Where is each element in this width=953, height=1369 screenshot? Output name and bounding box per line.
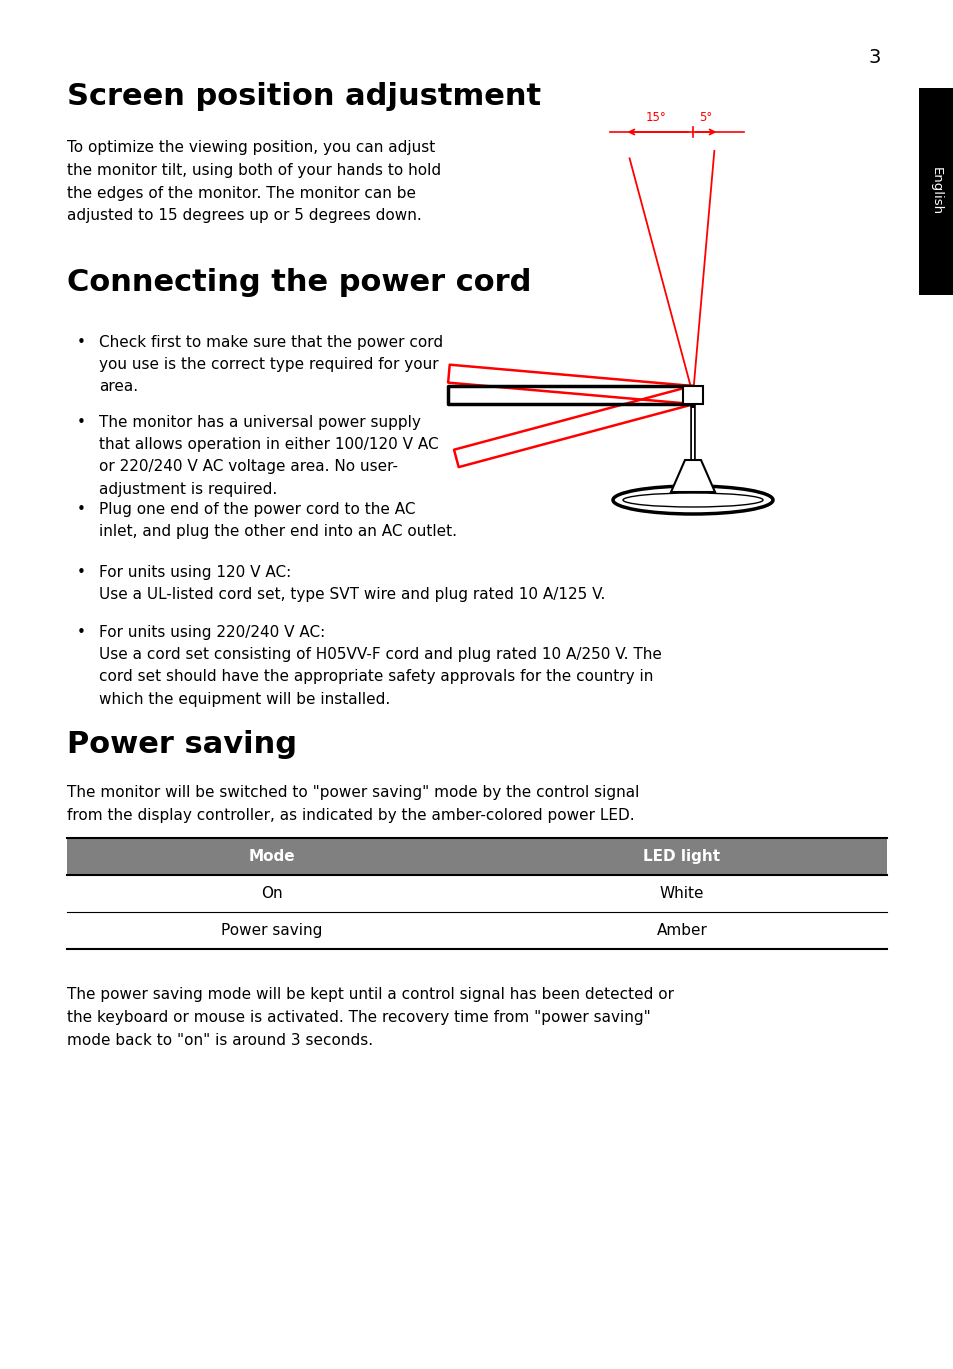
Text: The monitor will be switched to "power saving" mode by the control signal
from t: The monitor will be switched to "power s… (67, 784, 639, 823)
Text: •: • (77, 502, 86, 517)
Text: Plug one end of the power cord to the AC
inlet, and plug the other end into an A: Plug one end of the power cord to the AC… (99, 502, 456, 539)
Text: Power saving: Power saving (67, 730, 296, 758)
Text: •: • (77, 415, 86, 430)
Ellipse shape (613, 486, 772, 513)
Text: For units using 220/240 V AC:
Use a cord set consisting of H05VV-F cord and plug: For units using 220/240 V AC: Use a cord… (99, 626, 661, 706)
Polygon shape (670, 460, 714, 491)
Text: White: White (659, 886, 703, 901)
Text: English: English (929, 167, 942, 215)
Bar (682, 386, 702, 404)
Text: 15°: 15° (645, 111, 666, 125)
Text: To optimize the viewing position, you can adjust
the monitor tilt, using both of: To optimize the viewing position, you ca… (67, 140, 440, 223)
Text: LED light: LED light (642, 849, 720, 864)
Bar (67, 838, 886, 875)
Text: Screen position adjustment: Screen position adjustment (67, 82, 540, 111)
Text: Connecting the power cord: Connecting the power cord (67, 268, 531, 297)
Text: For units using 120 V AC:
Use a UL-listed cord set, type SVT wire and plug rated: For units using 120 V AC: Use a UL-liste… (99, 565, 605, 602)
Text: 5°: 5° (699, 111, 712, 125)
Text: On: On (261, 886, 282, 901)
Text: Mode: Mode (249, 849, 295, 864)
Text: 3: 3 (868, 48, 881, 67)
Text: •: • (77, 565, 86, 580)
Text: The monitor has a universal power supply
that allows operation in either 100/120: The monitor has a universal power supply… (99, 415, 438, 497)
Text: The power saving mode will be kept until a control signal has been detected or
t: The power saving mode will be kept until… (67, 987, 673, 1047)
Text: Amber: Amber (656, 923, 707, 938)
Bar (918, 88, 953, 294)
Text: •: • (77, 626, 86, 639)
Text: •: • (77, 335, 86, 350)
Text: Power saving: Power saving (221, 923, 322, 938)
Text: Check first to make sure that the power cord
you use is the correct type require: Check first to make sure that the power … (99, 335, 442, 394)
